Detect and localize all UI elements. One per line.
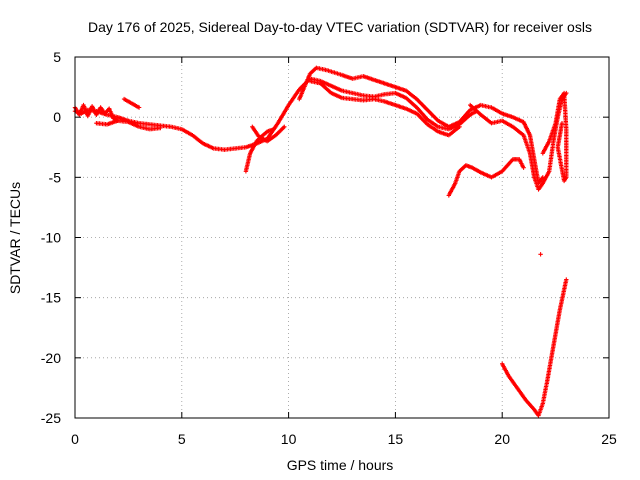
- series-markers: [250, 124, 287, 144]
- series-markers: [500, 277, 569, 418]
- y-tick-label: -5: [49, 169, 62, 185]
- grid-lines: [75, 57, 609, 418]
- x-tick-label: 5: [178, 431, 186, 447]
- y-axis: 5 0 -5 -10 -15 -20 -25: [41, 49, 609, 426]
- x-axis-label: GPS time / hours: [287, 457, 394, 473]
- x-tick-label: 15: [388, 431, 404, 447]
- series-markers: [540, 90, 569, 184]
- x-tick-label: 20: [494, 431, 510, 447]
- series-markers: [446, 157, 526, 198]
- x-tick-label: 10: [281, 431, 297, 447]
- x-tick-label: 0: [71, 431, 79, 447]
- y-tick-label: -20: [41, 350, 61, 366]
- y-axis-label: SDTVAR / TECUs: [7, 182, 23, 294]
- series-arc-dip: [250, 124, 287, 144]
- y-tick-label: -10: [41, 230, 61, 246]
- y-tick-label: -25: [41, 410, 61, 426]
- series-arc-upper: [297, 65, 545, 186]
- series-arc-neg5: [446, 157, 526, 198]
- series-arc-short: [121, 96, 142, 110]
- x-tick-label: 25: [601, 431, 617, 447]
- series-arc-right: [540, 90, 569, 184]
- data-series: [72, 65, 569, 418]
- series-markers: [94, 118, 163, 132]
- chart-title: Day 176 of 2025, Sidereal Day-to-day VTE…: [88, 19, 592, 35]
- x-axis: 0 5 10 15 20 25: [71, 57, 617, 447]
- series-arc-isolated: [538, 252, 543, 257]
- y-tick-label: 5: [53, 49, 61, 65]
- series-arc-mid: [307, 78, 462, 138]
- y-tick-label: 0: [53, 109, 61, 125]
- y-tick-label: -15: [41, 290, 61, 306]
- series-markers: [538, 252, 543, 257]
- series-arc-low: [94, 118, 163, 132]
- series-markers: [297, 65, 545, 186]
- series-markers: [307, 78, 462, 138]
- series-arc-deep: [500, 277, 569, 418]
- series-markers: [121, 96, 142, 110]
